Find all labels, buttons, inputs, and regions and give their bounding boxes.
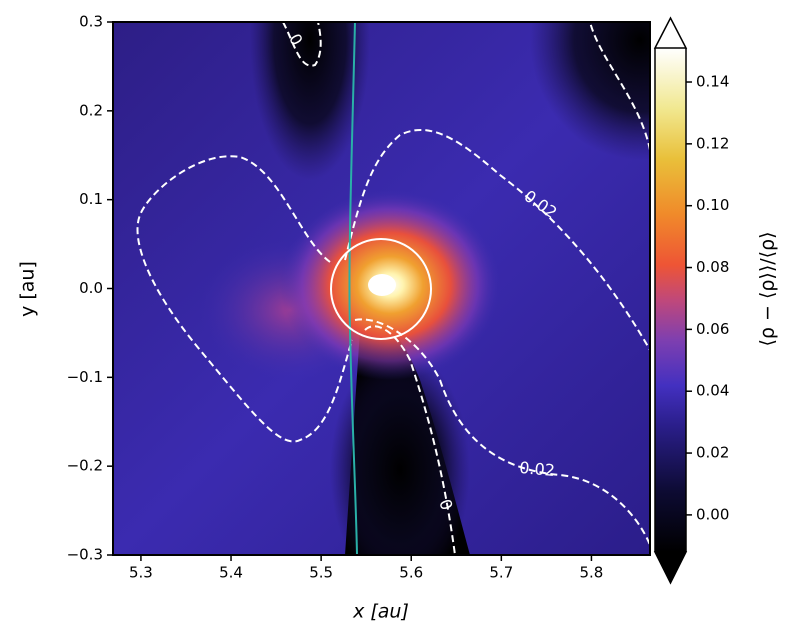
y-tick-label: 0.0 [79,279,103,297]
colorbar [655,48,686,552]
colorbar-tick-label: 0.06 [696,320,729,338]
colorbar-tick-label: 0.12 [696,134,729,152]
y-tick-label: 0.1 [79,190,103,208]
x-tick-label: 5.3 [129,564,153,582]
y-tick-label: 0.2 [79,101,103,119]
x-tick-label: 5.6 [399,564,423,582]
y-tick-label: −0.2 [67,457,103,475]
colorbar-frame [654,48,687,552]
colorbar-tick-label: 0.04 [696,382,729,400]
colorbar-extend-top [653,16,688,49]
colorbar-tick-label: 0.02 [696,444,729,462]
colorbar-tick-label: 0.10 [696,196,729,214]
colorbar-tick-label: 0.08 [696,258,729,276]
y-tick-label: −0.3 [67,546,103,564]
colorbar-label: ⟨ρ − ⟨ρ⟩⟩/⟨ρ⟩ [757,231,779,346]
colorbar-extend-bottom [653,551,688,585]
orbit-line [348,22,358,555]
x-tick-label: 5.5 [309,564,333,582]
y-axis-label: y [au] [17,261,39,317]
contour-label: 0.02 [519,458,556,480]
y-tick-label: −0.1 [67,368,103,386]
x-tick-label: 5.4 [219,564,243,582]
y-tick-label: 0.3 [79,13,103,31]
hill-sphere [330,238,432,340]
colorbar-tick-label: 0.14 [696,73,729,91]
x-tick-label: 5.8 [580,564,604,582]
contours [136,22,650,555]
colorbar-tick-label: 0.00 [696,505,729,523]
x-axis-label: x [au] [352,601,409,623]
density-map [113,22,650,555]
x-tick-label: 5.7 [489,564,513,582]
